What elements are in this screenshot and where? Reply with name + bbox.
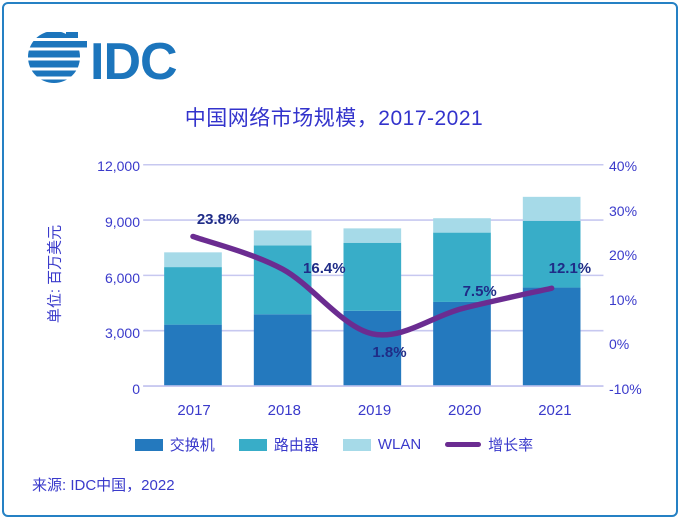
growth-rate-label: 23.8% <box>196 211 240 229</box>
chart-title: 中国网络市场规模，2017-2021 <box>184 107 484 130</box>
legend-label-growth-rate: 增长率 <box>488 437 534 454</box>
legend-swatch-router <box>238 438 267 451</box>
bar-segment-wlan <box>253 230 312 246</box>
bar-segment-switch <box>253 314 312 387</box>
bar-segment-switch <box>522 287 581 387</box>
legend: 交换机 路由器 WLAN 增长率 <box>4 434 664 455</box>
bar-segment-router <box>164 267 222 325</box>
right-axis-tick: 10% <box>609 291 638 308</box>
right-axis-tick: -10% <box>609 381 642 397</box>
bar-segment-router <box>343 242 402 311</box>
right-axis-tick: 30% <box>609 202 638 219</box>
legend-item-wlan: WLAN <box>342 436 422 453</box>
idc-logo-text: IDC <box>90 33 177 86</box>
x-axis-label: 2021 <box>538 402 572 419</box>
idc-globe-icon: IDC <box>28 32 178 91</box>
growth-rate-label: 16.4% <box>303 260 346 278</box>
legend-item-switch: 交换机 <box>134 434 215 455</box>
right-axis-tick: 20% <box>609 247 638 264</box>
idc-logo: IDC <box>28 24 188 91</box>
bar-segment-wlan <box>522 196 581 221</box>
right-axis-tick: 0% <box>609 336 630 353</box>
legend-item-router: 路由器 <box>238 434 319 455</box>
bar-segment-router <box>433 232 491 302</box>
legend-swatch-growth-rate <box>445 442 482 447</box>
bar-segment-switch <box>164 324 222 387</box>
growth-rate-label: 1.8% <box>372 344 407 362</box>
growth-rate-label: 12.1% <box>548 260 592 278</box>
bar-segment-wlan <box>433 218 491 233</box>
bar-segment-router <box>522 220 581 288</box>
x-axis-label: 2020 <box>448 402 482 419</box>
legend-item-growth-rate: 增长率 <box>445 434 533 455</box>
growth-rate-line <box>190 233 555 338</box>
left-axis-tick: 12,000 <box>97 158 140 174</box>
source-note: 来源: IDC中国，2022 <box>32 477 175 494</box>
growth-rate-label: 7.5% <box>462 282 497 300</box>
left-axis-tick: 6,000 <box>104 269 140 286</box>
x-axis-label: 2017 <box>177 402 211 419</box>
left-axis-tick: 9,000 <box>104 213 140 230</box>
legend-label-switch: 交换机 <box>169 437 215 454</box>
left-axis-tick: 3,000 <box>104 325 140 342</box>
bar-segment-wlan <box>343 228 402 243</box>
x-axis-label: 2018 <box>267 402 301 419</box>
left-axis-tick: 0 <box>132 381 140 397</box>
plot-area <box>143 163 604 387</box>
legend-label-router: 路由器 <box>273 437 319 454</box>
x-axis-label: 2019 <box>357 402 392 419</box>
bar-segment-router <box>253 245 312 315</box>
legend-swatch-switch <box>134 438 163 451</box>
right-axis-tick: 40% <box>609 158 638 174</box>
bar-segment-wlan <box>164 252 222 268</box>
legend-swatch-wlan <box>342 438 371 451</box>
legend-label-wlan: WLAN <box>377 436 422 453</box>
